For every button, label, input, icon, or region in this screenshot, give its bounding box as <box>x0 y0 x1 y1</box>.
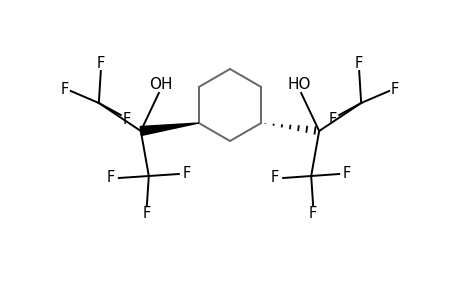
Text: F: F <box>123 112 131 127</box>
Text: HO: HO <box>287 76 310 92</box>
Text: F: F <box>182 167 190 182</box>
Polygon shape <box>140 123 198 136</box>
Text: F: F <box>328 112 336 127</box>
Text: F: F <box>61 82 69 97</box>
Text: F: F <box>354 56 363 70</box>
Text: F: F <box>106 170 115 185</box>
Text: F: F <box>142 206 151 221</box>
Text: F: F <box>390 82 398 97</box>
Text: F: F <box>308 206 317 221</box>
Text: F: F <box>96 56 105 70</box>
Text: F: F <box>270 170 279 185</box>
Text: F: F <box>342 167 351 182</box>
Text: OH: OH <box>149 76 172 92</box>
